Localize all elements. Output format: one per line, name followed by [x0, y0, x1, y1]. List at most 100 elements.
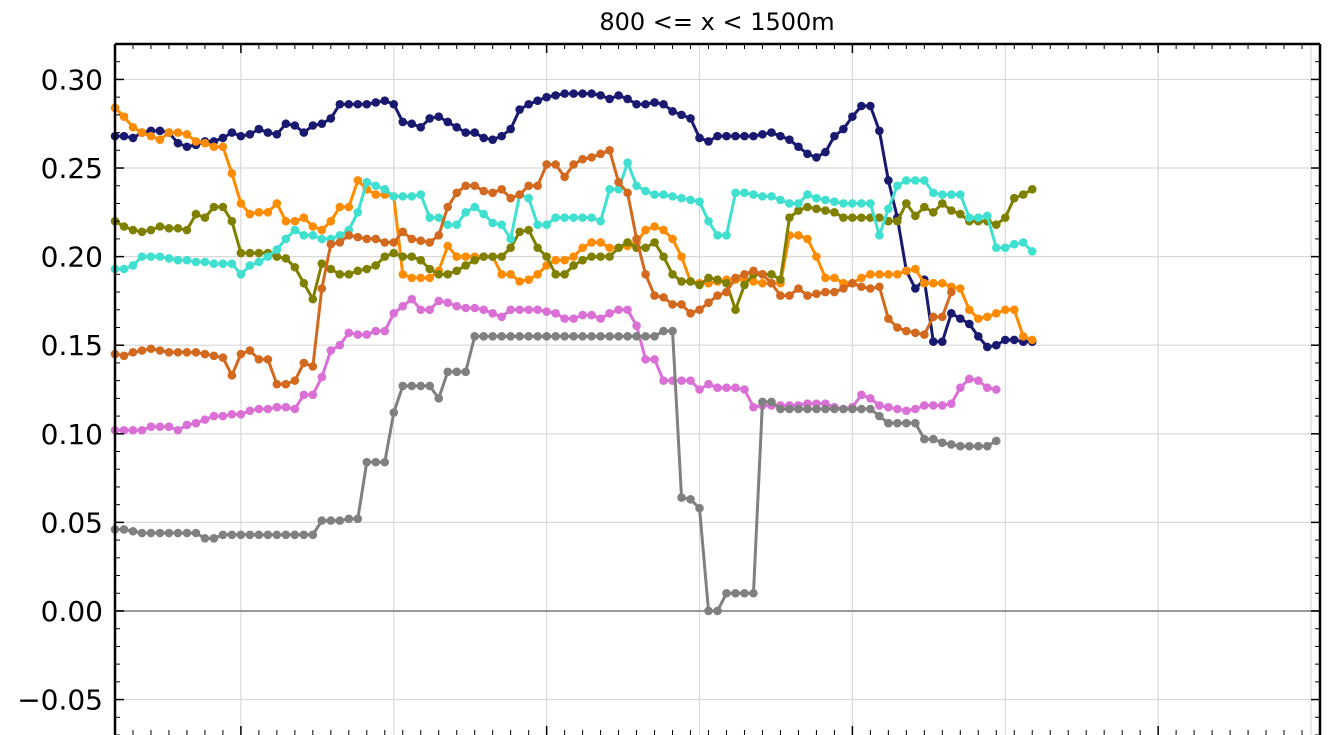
data-point: [964, 374, 974, 384]
y-tick-label: 0.15: [41, 329, 103, 362]
data-point: [596, 216, 605, 226]
data-point: [767, 128, 776, 137]
data-point: [569, 160, 578, 169]
data-point: [524, 193, 533, 203]
data-point: [929, 434, 938, 444]
data-point: [407, 381, 417, 391]
data-point: [488, 218, 497, 228]
data-point: [209, 351, 219, 361]
data-point: [155, 422, 165, 432]
data-point: [920, 434, 929, 444]
data-point: [911, 404, 920, 414]
data-point: [443, 270, 453, 279]
data-point: [1000, 305, 1010, 315]
data-point: [290, 225, 300, 235]
data-point: [1000, 213, 1010, 222]
data-point: [551, 255, 560, 265]
data-point: [551, 309, 560, 318]
data-point: [506, 270, 515, 279]
data-point: [785, 199, 794, 208]
data-point: [146, 252, 156, 261]
data-point: [398, 381, 408, 391]
data-point: [272, 252, 282, 261]
data-point: [704, 298, 713, 307]
data-point: [551, 332, 560, 341]
data-point: [461, 208, 471, 217]
data-point: [128, 133, 138, 143]
data-point: [749, 131, 758, 141]
data-point: [353, 176, 363, 185]
data-point: [991, 220, 1001, 230]
data-point: [335, 238, 345, 247]
data-point: [677, 300, 686, 309]
data-point: [893, 216, 902, 226]
data-point: [749, 266, 758, 276]
data-point: [542, 220, 551, 230]
data-point: [830, 208, 839, 217]
data-point: [227, 530, 237, 540]
data-point: [650, 222, 659, 231]
data-point: [848, 278, 857, 288]
data-point: [380, 184, 390, 194]
data-point: [902, 326, 911, 336]
data-point: [272, 402, 282, 412]
data-point: [299, 358, 309, 368]
data-point: [803, 404, 812, 414]
data-point: [416, 190, 426, 199]
data-point: [398, 117, 408, 127]
data-point: [533, 305, 542, 315]
data-point: [785, 135, 794, 144]
data-point: [866, 284, 875, 293]
data-point: [497, 270, 506, 279]
plot-frame: [113, 42, 1322, 735]
data-point: [623, 238, 632, 247]
series-4: [110, 158, 1037, 279]
data-point: [857, 273, 866, 283]
data-point: [281, 216, 291, 226]
data-point: [1027, 184, 1037, 194]
data-point: [776, 404, 785, 414]
data-point: [713, 383, 722, 393]
data-point: [830, 287, 839, 297]
series-3: [110, 184, 1037, 315]
data-point: [380, 96, 390, 105]
data-point: [614, 177, 623, 187]
data-point: [587, 252, 596, 261]
data-point: [866, 270, 875, 279]
data-point: [956, 383, 965, 393]
data-point: [911, 284, 920, 293]
data-point: [722, 287, 731, 297]
data-point: [632, 181, 641, 191]
data-point: [641, 243, 650, 253]
data-point: [479, 332, 488, 341]
data-point: [911, 211, 920, 221]
data-point: [659, 99, 668, 109]
data-point: [794, 199, 803, 208]
data-point: [362, 234, 372, 244]
data-point: [758, 397, 767, 407]
data-point: [704, 216, 713, 226]
data-point: [623, 332, 632, 341]
data-point: [200, 138, 210, 148]
data-point: [317, 234, 327, 244]
data-point: [290, 121, 300, 130]
data-point: [137, 252, 147, 261]
data-point: [443, 220, 453, 230]
data-point: [272, 199, 282, 208]
data-point: [839, 124, 848, 134]
data-point: [119, 351, 129, 361]
data-point: [434, 394, 444, 403]
data-point: [731, 588, 740, 598]
data-point: [731, 188, 740, 198]
series-2: [110, 103, 1037, 345]
data-point: [173, 255, 183, 265]
data-point: [245, 130, 255, 139]
data-point: [470, 128, 480, 137]
data-point: [362, 264, 372, 274]
data-point: [497, 332, 506, 341]
data-point: [164, 422, 174, 432]
data-point: [236, 248, 246, 258]
data-point: [191, 418, 201, 428]
data-point: [731, 383, 740, 393]
data-point: [641, 99, 650, 109]
